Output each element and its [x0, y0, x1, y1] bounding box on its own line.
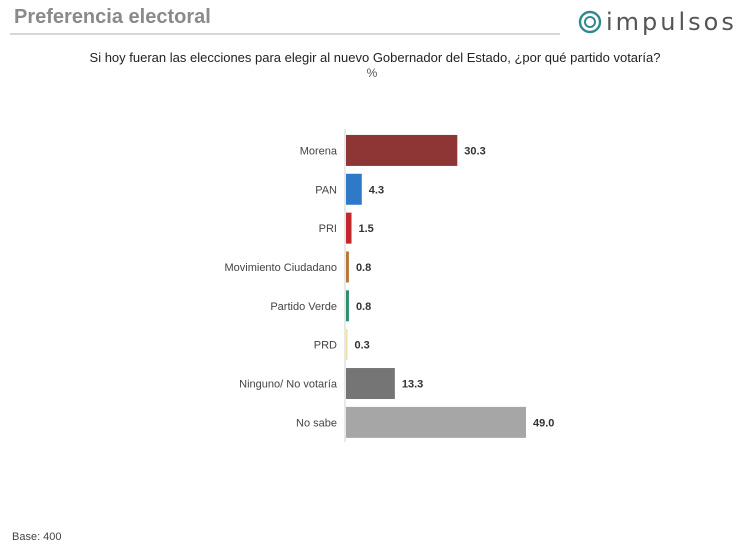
data-label: 30.3 — [464, 145, 485, 157]
data-label: 0.3 — [355, 340, 370, 352]
data-label: 1.5 — [359, 223, 374, 235]
data-label: 0.8 — [356, 301, 371, 313]
category-label: Movimiento Ciudadano — [224, 262, 337, 274]
bar — [346, 212, 352, 244]
logo-text: impulsos — [606, 8, 737, 36]
bar — [346, 251, 349, 283]
category-label: Partido Verde — [270, 301, 337, 313]
impulsos-logo: impulsos — [578, 6, 737, 38]
bar — [346, 329, 348, 361]
category-label: Morena — [300, 145, 338, 157]
data-label: 49.0 — [533, 417, 554, 429]
category-label: PRD — [314, 340, 337, 352]
category-label: PRI — [319, 223, 337, 235]
bar — [346, 406, 526, 438]
data-label: 13.3 — [402, 379, 423, 391]
data-label: 4.3 — [369, 184, 384, 196]
bar — [346, 290, 349, 322]
page-title: Preferencia electoral — [14, 6, 211, 28]
chart-title: Si hoy fueran las elecciones para elegir… — [89, 50, 661, 65]
base-note: Base: 400 — [12, 531, 62, 543]
bar — [346, 173, 362, 205]
header-divider — [10, 33, 560, 35]
data-label: 0.8 — [356, 262, 371, 274]
bar — [346, 134, 458, 166]
category-label: No sabe — [296, 417, 337, 429]
bar — [346, 368, 395, 400]
chart-unit: % — [366, 66, 378, 80]
impulsos-logo-icon — [578, 10, 602, 34]
category-label: Ninguno/ No votaría — [239, 379, 338, 391]
category-label: PAN — [315, 184, 337, 196]
